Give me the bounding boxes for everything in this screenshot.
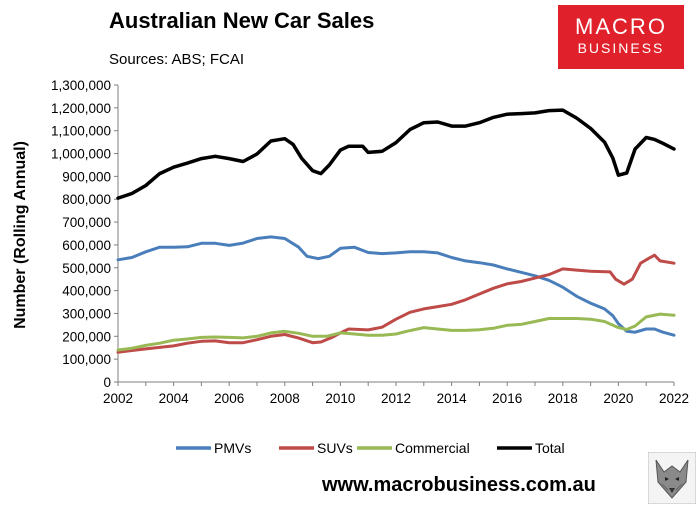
x-tick-label: 2004 xyxy=(159,391,190,406)
x-tick-label: 2014 xyxy=(437,391,468,406)
y-tick-label: 800,000 xyxy=(62,192,111,207)
y-tick-label: 100,000 xyxy=(62,352,111,367)
x-tick-label: 2008 xyxy=(270,391,300,406)
y-tick-label: 0 xyxy=(103,375,111,390)
chart-subtitle: Sources: ABS; FCAI xyxy=(109,51,245,68)
logo-line2: BUSINESS xyxy=(577,40,665,56)
y-tick-label: 300,000 xyxy=(62,306,111,321)
legend-label-suvs: SUVs xyxy=(317,440,353,456)
y-tick-label: 1,100,000 xyxy=(51,124,111,139)
legend-label-commercial: Commercial xyxy=(395,440,470,456)
x-tick-label: 2016 xyxy=(492,391,522,406)
series-line-total xyxy=(116,108,676,200)
y-tick-label: 600,000 xyxy=(62,238,111,253)
legend-label-total: Total xyxy=(535,440,565,456)
chart-series xyxy=(116,108,676,354)
x-tick-label: 2012 xyxy=(381,391,411,406)
x-tick-label: 2022 xyxy=(659,391,689,406)
x-tick-label: 2002 xyxy=(103,391,133,406)
chart-axes: 0 100,000 200,000 300,000 400,000 500,000 600,… xyxy=(51,78,689,406)
y-axis-title: Number (Rolling Annual) xyxy=(12,141,29,329)
website-url: www.macrobusiness.com.au xyxy=(322,474,596,496)
macrobusiness-logo: MACRO BUSINESS xyxy=(558,5,684,69)
y-tick-label: 500,000 xyxy=(62,261,111,276)
page-title: Australian New Car Sales xyxy=(109,8,375,33)
y-tick-label: 200,000 xyxy=(62,329,111,344)
y-tick-label: 900,000 xyxy=(62,169,111,184)
y-tick-label: 700,000 xyxy=(62,215,111,230)
y-tick-label: 1,200,000 xyxy=(51,101,111,116)
y-tick-label: 1,300,000 xyxy=(51,78,111,93)
y-tick-label: 1,000,000 xyxy=(51,147,111,162)
legend-label-pmvs: PMVs xyxy=(214,440,251,456)
logo-line1: MACRO xyxy=(575,14,667,39)
wolf-icon xyxy=(648,452,696,504)
x-tick-label: 2020 xyxy=(603,391,633,406)
series-line-pmvs xyxy=(116,235,676,337)
x-tick-label: 2018 xyxy=(548,391,578,406)
series-line-commercial xyxy=(116,312,676,352)
chart-legend: PMVs SUVs Commercial Total xyxy=(176,440,565,456)
x-tick-label: 2010 xyxy=(325,391,355,406)
x-tick-label: 2006 xyxy=(214,391,244,406)
series-line-suvs xyxy=(116,253,676,354)
y-tick-label: 400,000 xyxy=(62,284,111,299)
